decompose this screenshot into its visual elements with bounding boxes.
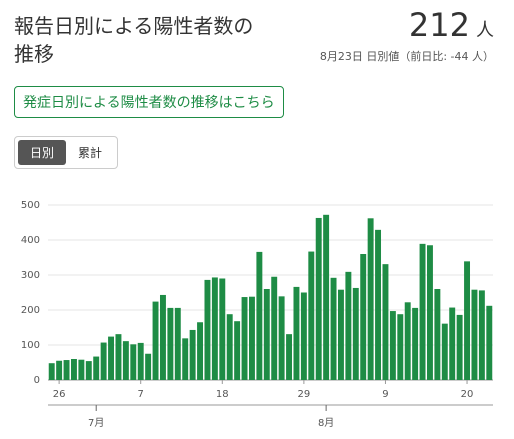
x-tick-label: 18 bbox=[216, 389, 229, 400]
x-tick-label: 9 bbox=[382, 389, 388, 400]
bar bbox=[323, 214, 330, 380]
bar bbox=[152, 301, 159, 380]
bar bbox=[204, 279, 211, 380]
bar bbox=[115, 334, 122, 380]
bar bbox=[108, 336, 115, 380]
bar bbox=[241, 297, 248, 380]
toggle-cumulative[interactable]: 累計 bbox=[78, 146, 103, 160]
bar bbox=[412, 307, 419, 380]
unit: 人 bbox=[476, 20, 494, 41]
total: 212 人 bbox=[409, 6, 494, 44]
bar bbox=[63, 360, 70, 380]
bar bbox=[130, 344, 137, 380]
bar bbox=[145, 353, 152, 380]
bar bbox=[337, 289, 344, 380]
bar bbox=[434, 289, 441, 380]
bar bbox=[308, 251, 315, 380]
bar bbox=[211, 277, 218, 380]
bar bbox=[315, 217, 322, 380]
bar bbox=[48, 363, 55, 380]
bar bbox=[352, 287, 359, 380]
x-tick-label: 26 bbox=[53, 389, 66, 400]
bar bbox=[441, 323, 448, 380]
month-label: 8月 bbox=[318, 417, 334, 429]
bar bbox=[189, 329, 196, 380]
bar bbox=[471, 289, 478, 380]
bar bbox=[286, 334, 293, 380]
bar bbox=[293, 286, 300, 380]
bar bbox=[85, 361, 92, 380]
toggle-daily[interactable]: 日別 bbox=[18, 140, 67, 165]
bar bbox=[449, 307, 456, 380]
bar bbox=[300, 292, 307, 380]
bar bbox=[419, 243, 426, 380]
y-tick-label: 100 bbox=[21, 340, 40, 351]
x-tick-label: 29 bbox=[298, 389, 311, 400]
bar bbox=[182, 338, 189, 380]
bar bbox=[278, 296, 285, 380]
bar bbox=[330, 277, 337, 380]
bar bbox=[271, 276, 278, 380]
bar bbox=[122, 341, 129, 380]
y-tick-label: 0 bbox=[34, 375, 40, 386]
y-tick-label: 300 bbox=[21, 270, 40, 281]
bar bbox=[226, 314, 233, 380]
bar bbox=[382, 264, 389, 380]
x-tick-label: 7 bbox=[138, 389, 144, 400]
bar bbox=[456, 314, 463, 380]
month-label: 7月 bbox=[88, 417, 104, 429]
x-tick-label: 20 bbox=[461, 389, 474, 400]
total-value: 212 bbox=[408, 6, 470, 44]
bar bbox=[174, 307, 181, 380]
chart: 0 100 200 300 400 500 26 7月 7 18 29 8月 9 20 bbox=[21, 200, 493, 429]
bar bbox=[70, 359, 77, 380]
title: 報告日別による陽性者数の推移 bbox=[14, 14, 254, 66]
bar bbox=[478, 290, 485, 380]
bar bbox=[248, 296, 255, 380]
bar bbox=[375, 229, 382, 380]
bar bbox=[56, 360, 63, 380]
bar bbox=[397, 314, 404, 380]
bar bbox=[345, 271, 352, 380]
y-tick-label: 500 bbox=[21, 200, 40, 211]
bar bbox=[159, 294, 166, 380]
bar bbox=[256, 251, 263, 380]
bar bbox=[137, 342, 144, 380]
bar bbox=[234, 321, 241, 380]
bar bbox=[404, 302, 411, 380]
toggle: 日別 累計 bbox=[14, 136, 119, 169]
bar bbox=[93, 356, 100, 380]
bar bbox=[464, 261, 471, 380]
bar bbox=[78, 359, 85, 380]
bar bbox=[360, 254, 367, 380]
bar bbox=[263, 289, 270, 380]
note: 8月23日 日別値（前日比: -44 人） bbox=[319, 50, 494, 63]
bar bbox=[389, 311, 396, 380]
link-button[interactable]: 発症日別による陽性者数の推移はこちら bbox=[14, 86, 284, 118]
bar bbox=[219, 278, 226, 380]
bar bbox=[100, 342, 107, 380]
bar bbox=[367, 218, 374, 380]
bar bbox=[197, 322, 204, 380]
bar bbox=[167, 307, 174, 380]
y-tick-label: 400 bbox=[21, 235, 40, 246]
y-tick-label: 200 bbox=[21, 305, 40, 316]
bar bbox=[486, 305, 493, 380]
bar bbox=[426, 245, 433, 380]
